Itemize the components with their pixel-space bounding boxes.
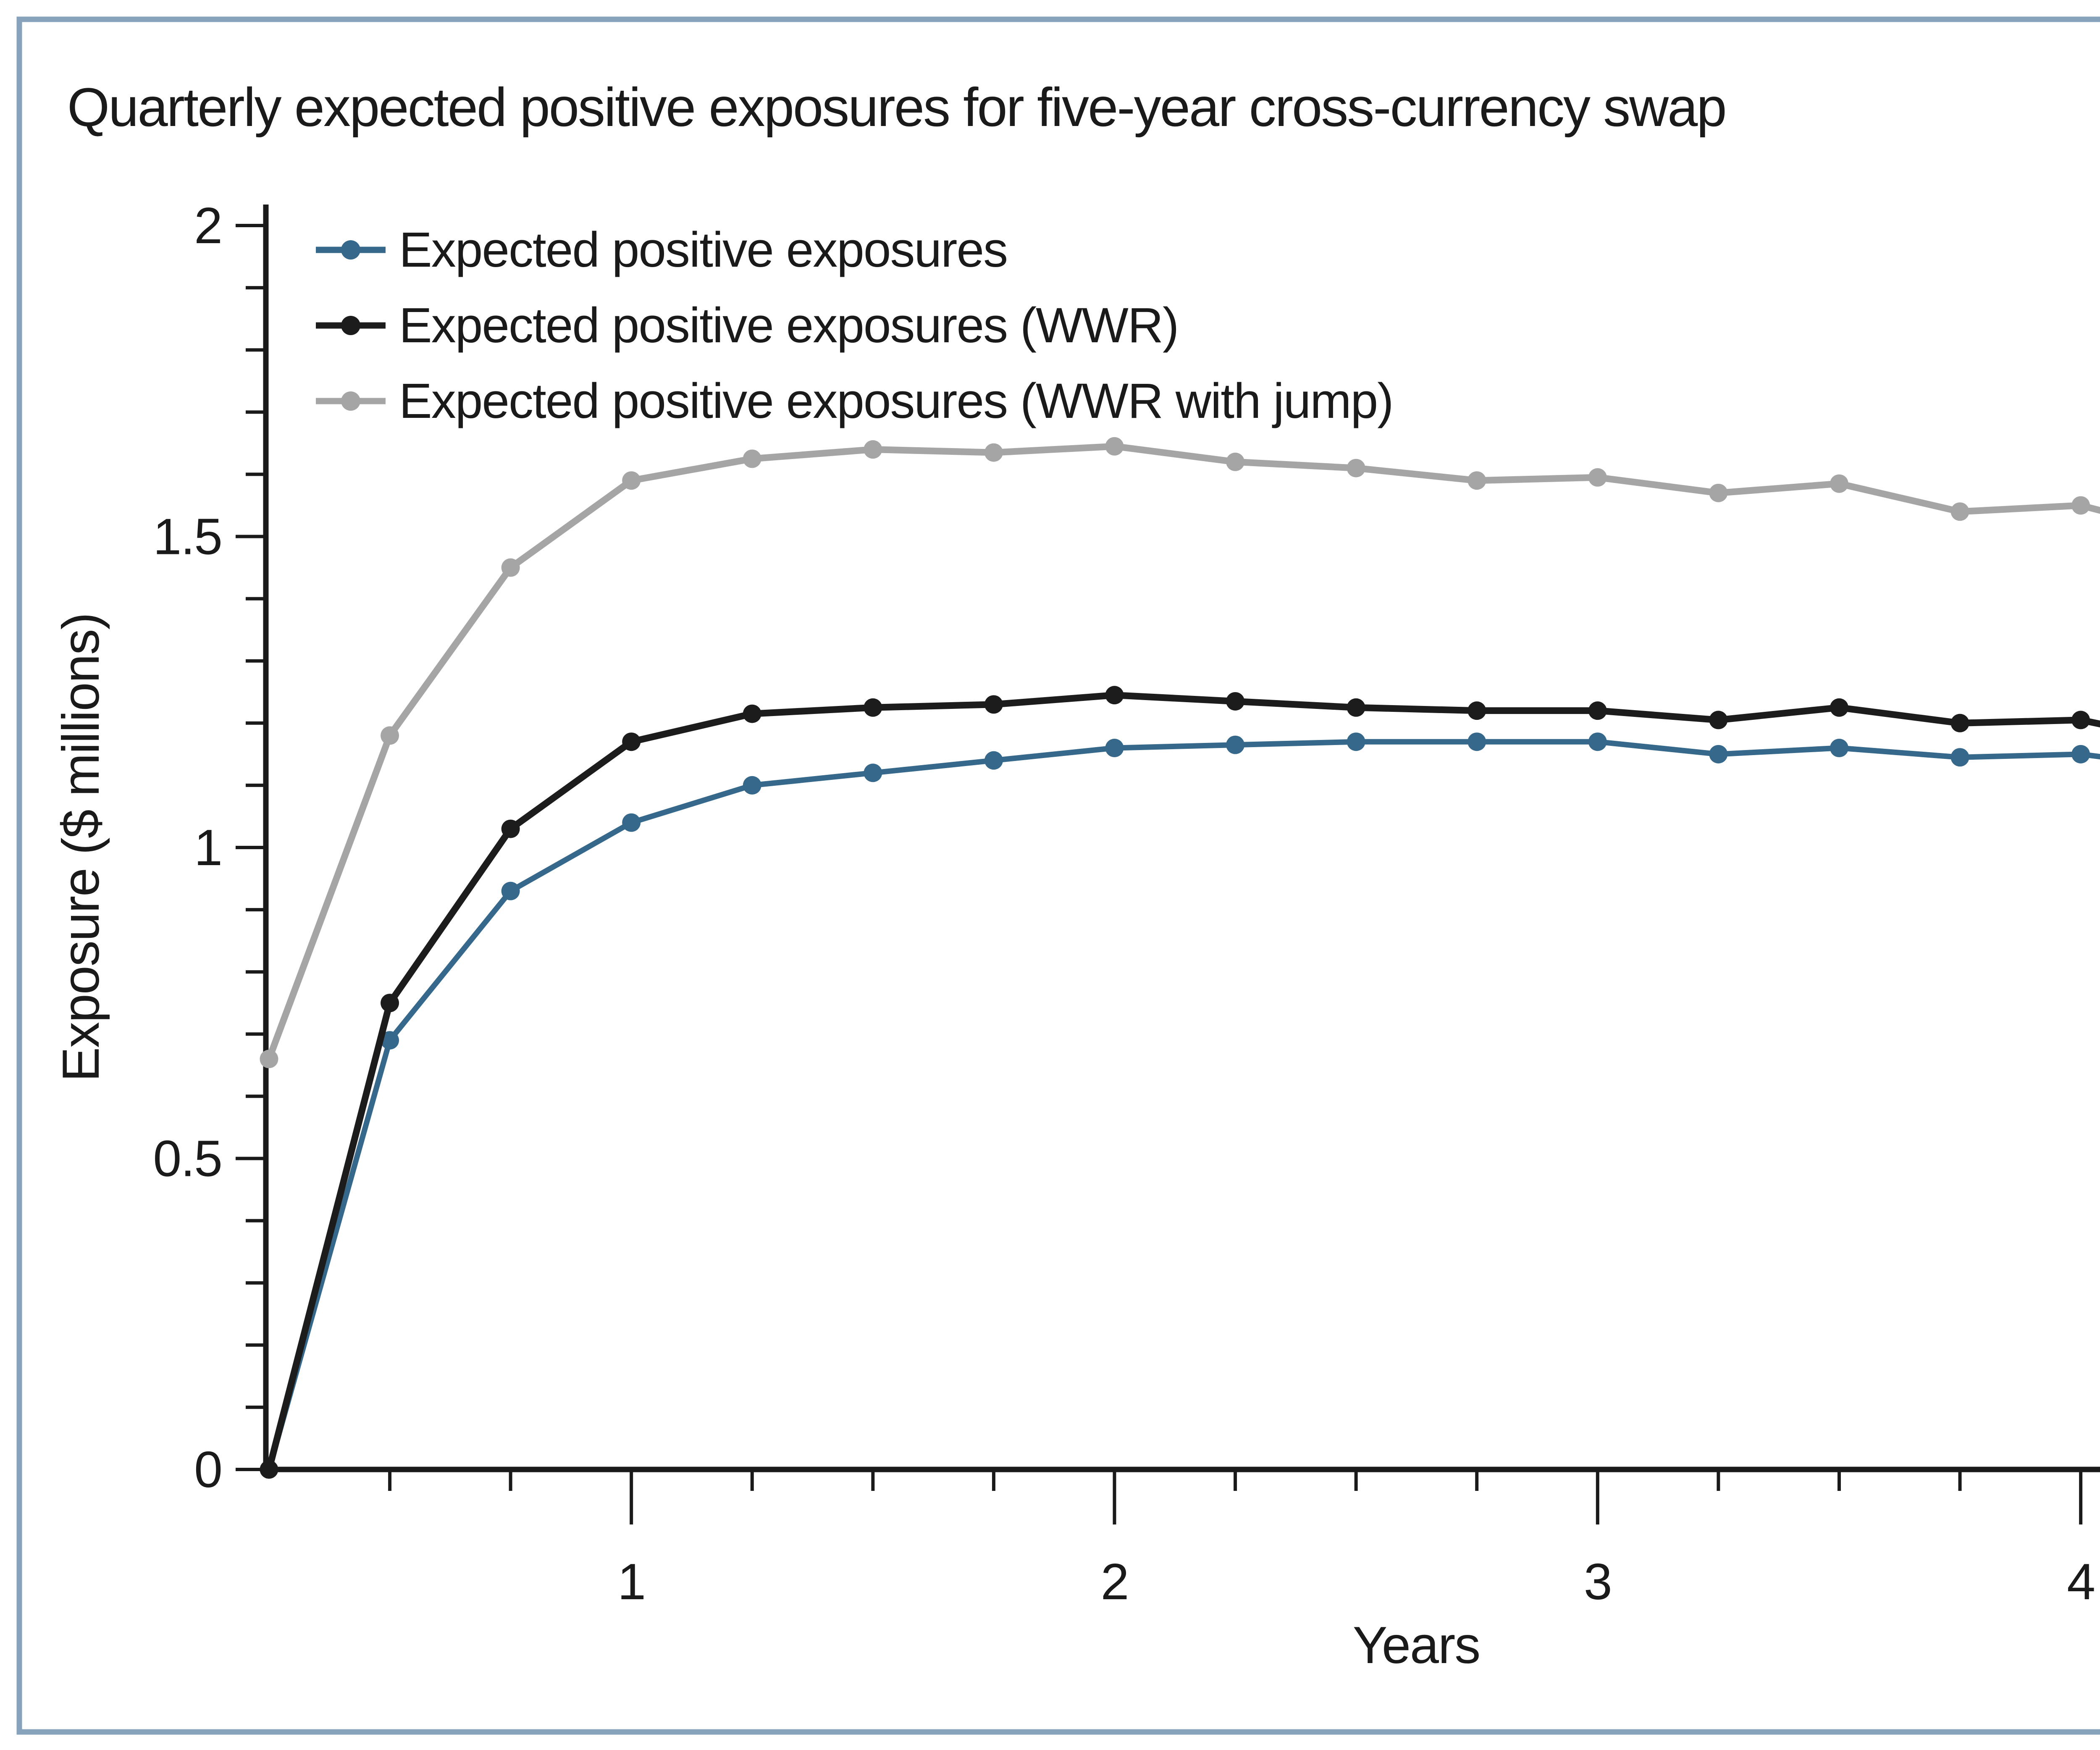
data-point bbox=[1709, 711, 1728, 729]
data-point bbox=[1347, 732, 1365, 751]
data-point bbox=[1950, 714, 1969, 732]
legend-item-epe: Expected positive exposures bbox=[316, 222, 1008, 278]
data-point bbox=[984, 695, 1003, 714]
y-tick-label: 2 bbox=[194, 197, 222, 254]
x-axis-title: Years bbox=[1353, 1616, 1480, 1674]
data-point bbox=[381, 1031, 399, 1050]
series-line-2 bbox=[266, 443, 2100, 1060]
legend-item-wwr: Expected positive exposures (WWR) bbox=[316, 298, 1179, 353]
x-tick-label: 2 bbox=[1101, 1553, 1129, 1610]
y-tick-label: 1.5 bbox=[153, 508, 222, 565]
legend-marker-wwr bbox=[341, 316, 360, 335]
data-point bbox=[2071, 711, 2090, 729]
data-point bbox=[501, 882, 520, 900]
data-point bbox=[501, 558, 520, 577]
data-point bbox=[2071, 745, 2090, 763]
data-point bbox=[381, 726, 399, 745]
data-point bbox=[622, 471, 641, 490]
y-tick-label: 1 bbox=[194, 819, 222, 876]
legend-label-epe: Expected positive exposures bbox=[399, 222, 1007, 278]
legend: Expected positive exposures Expected pos… bbox=[316, 222, 1394, 429]
data-point bbox=[864, 763, 882, 782]
data-point bbox=[622, 813, 641, 832]
data-point bbox=[260, 1460, 278, 1479]
series-1 bbox=[260, 686, 2100, 1479]
data-point bbox=[622, 732, 641, 751]
data-point bbox=[1105, 437, 1124, 456]
series-line-1 bbox=[265, 692, 2100, 1471]
data-point bbox=[1709, 483, 1728, 502]
data-point bbox=[864, 698, 882, 717]
chart-title: Quarterly expected positive exposures fo… bbox=[67, 76, 1726, 138]
legend-label-wwr-jump: Expected positive exposures (WWR with ju… bbox=[399, 373, 1393, 429]
data-point bbox=[864, 440, 882, 459]
data-point bbox=[260, 1049, 278, 1068]
y-axis-tick-labels: 0 0.5 1 1.5 2 bbox=[153, 197, 223, 1498]
data-point bbox=[1950, 748, 1969, 767]
data-point bbox=[743, 449, 761, 468]
data-point bbox=[1226, 452, 1245, 471]
data-point bbox=[984, 443, 1003, 462]
data-point bbox=[1588, 732, 1607, 751]
series-0 bbox=[260, 732, 2100, 1479]
data-point bbox=[1709, 745, 1728, 763]
data-point bbox=[1226, 692, 1245, 711]
x-tick-label: 1 bbox=[617, 1553, 645, 1610]
data-point bbox=[1830, 474, 1848, 493]
data-point bbox=[1588, 468, 1607, 487]
data-point bbox=[743, 776, 761, 795]
x-axis-ticks bbox=[388, 1469, 2083, 1524]
data-point bbox=[1467, 471, 1486, 490]
data-point bbox=[743, 704, 761, 723]
x-tick-label: 3 bbox=[1584, 1553, 1612, 1610]
y-tick-label: 0 bbox=[194, 1441, 222, 1498]
data-point bbox=[501, 819, 520, 838]
y-axis-title: Exposure ($ millions) bbox=[52, 613, 110, 1082]
series-2 bbox=[260, 437, 2100, 1068]
data-point bbox=[1588, 701, 1607, 720]
data-point bbox=[984, 751, 1003, 770]
data-point bbox=[2071, 496, 2090, 515]
y-tick-label: 0.5 bbox=[153, 1130, 222, 1187]
series-line-0 bbox=[266, 739, 2100, 1470]
y-axis-ticks bbox=[236, 224, 266, 1471]
data-point bbox=[1830, 739, 1848, 758]
x-axis-tick-labels: 12345 bbox=[617, 1553, 2095, 1610]
data-point bbox=[1830, 698, 1848, 717]
legend-item-wwr-jump: Expected positive exposures (WWR with ju… bbox=[316, 373, 1394, 429]
legend-marker-wwr-jump bbox=[341, 391, 360, 411]
legend-marker-epe bbox=[341, 240, 360, 260]
legend-label-wwr: Expected positive exposures (WWR) bbox=[399, 298, 1178, 353]
data-point bbox=[1467, 701, 1486, 720]
data-point bbox=[1950, 502, 1969, 521]
data-point bbox=[1467, 732, 1486, 751]
data-point bbox=[381, 994, 399, 1013]
series-group bbox=[260, 437, 2100, 1479]
data-point bbox=[1105, 739, 1124, 758]
data-point bbox=[1347, 698, 1365, 717]
figure-border bbox=[16, 16, 2100, 1735]
data-point bbox=[1105, 686, 1124, 705]
x-tick-label: 4 bbox=[2067, 1553, 2095, 1610]
data-point bbox=[1226, 735, 1245, 754]
data-point bbox=[1347, 459, 1365, 478]
